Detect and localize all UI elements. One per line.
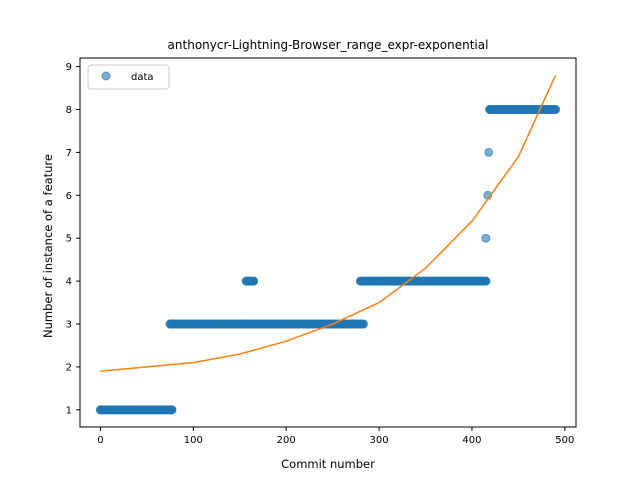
data-point xyxy=(356,276,366,286)
y-tick-label: 8 xyxy=(66,105,72,116)
x-tick-label: 400 xyxy=(462,435,481,446)
legend-marker-data xyxy=(101,71,111,81)
data-point xyxy=(481,233,491,243)
data-point xyxy=(95,405,105,415)
data-point xyxy=(485,104,495,114)
y-tick-label: 9 xyxy=(66,62,72,73)
data-point xyxy=(481,276,491,286)
data-point xyxy=(247,319,257,329)
data-point xyxy=(249,276,259,286)
legend-box xyxy=(87,64,170,90)
data-point xyxy=(484,147,494,157)
y-tick-label: 7 xyxy=(66,148,72,159)
data-point xyxy=(167,405,177,415)
data-point xyxy=(551,104,561,114)
y-axis-label: Number of instance of a feature xyxy=(41,154,55,338)
y-tick-label: 1 xyxy=(66,405,72,416)
y-tick-label: 3 xyxy=(66,320,72,331)
data-point xyxy=(358,319,368,329)
y-tick-label: 6 xyxy=(66,191,72,202)
x-tick-label: 100 xyxy=(184,435,203,446)
x-tick-label: 0 xyxy=(97,435,103,446)
x-tick-label: 300 xyxy=(370,435,389,446)
plot-area xyxy=(95,74,561,415)
x-tick-label: 200 xyxy=(277,435,296,446)
data-point xyxy=(165,319,175,329)
chart-title: anthonycr-Lightning-Browser_range_expr-e… xyxy=(168,38,489,52)
x-axis-label: Commit number xyxy=(281,457,375,471)
fit-line xyxy=(100,74,557,372)
axis-ticks: 0 100 200 300 400 500 1 2 3 4 5 6 7 8 9 xyxy=(66,62,575,446)
data-point xyxy=(241,276,251,286)
legend: data xyxy=(87,64,170,90)
legend-label-data: data xyxy=(131,72,154,83)
axes-frame xyxy=(79,57,577,428)
y-tick-label: 2 xyxy=(66,362,72,373)
y-tick-label: 4 xyxy=(66,277,72,288)
y-tick-label: 5 xyxy=(66,234,72,245)
x-tick-label: 500 xyxy=(555,435,574,446)
